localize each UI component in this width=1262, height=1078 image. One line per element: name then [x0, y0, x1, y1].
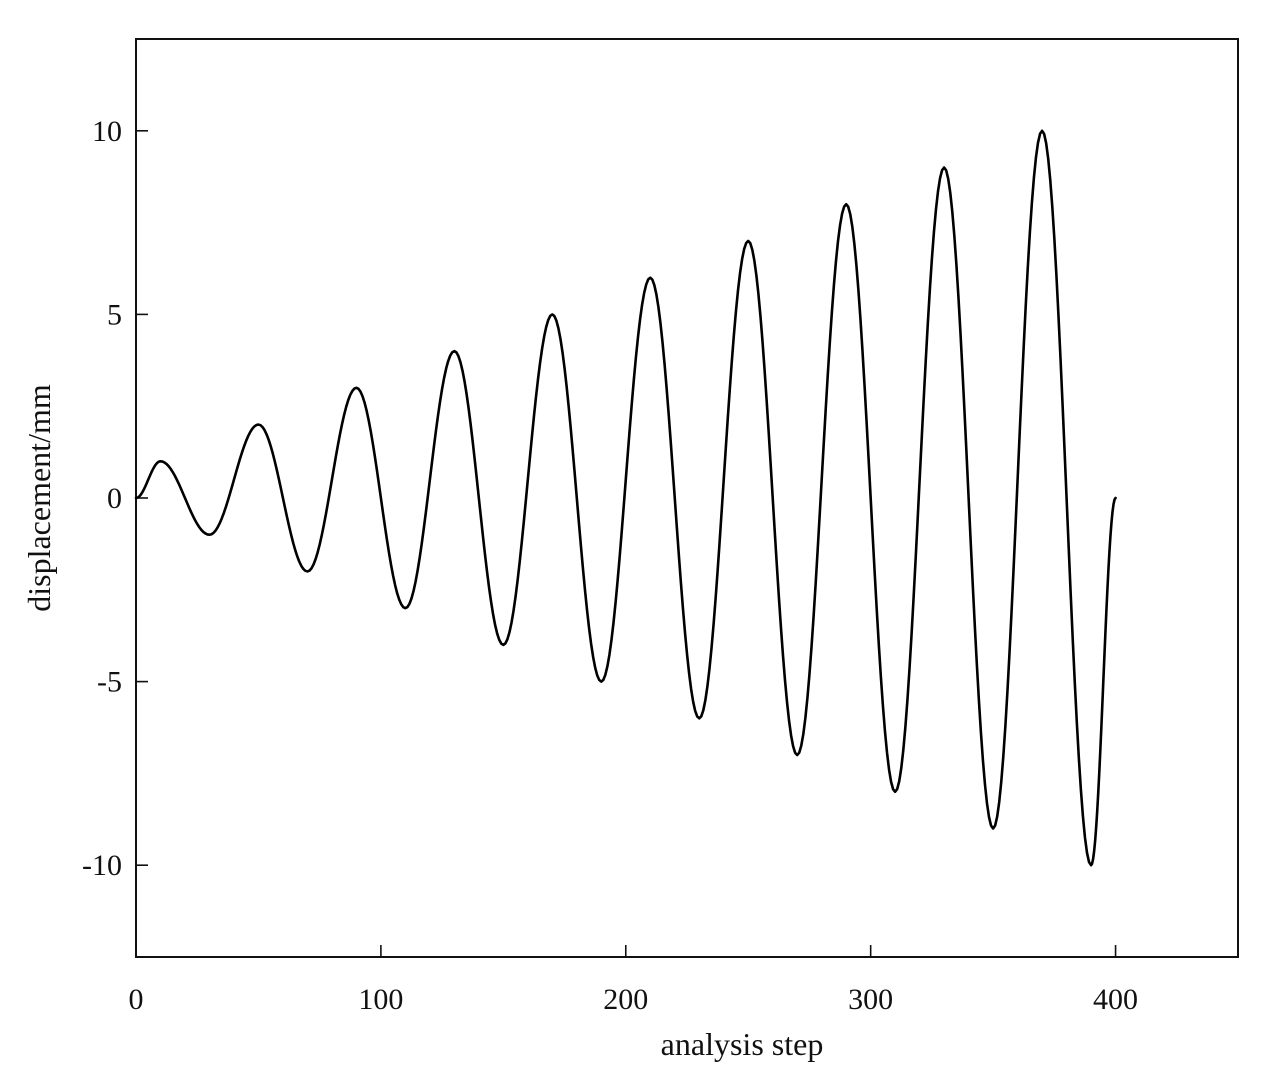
y-tick-label: -5 [97, 666, 122, 699]
y-axis-label: displacement/mm [21, 384, 57, 612]
y-tick-label: -10 [82, 849, 122, 882]
x-tick-label: 300 [848, 983, 893, 1016]
x-tick-label: 100 [358, 983, 403, 1016]
series-line [134, 129, 1117, 867]
x-tick-label: 400 [1093, 983, 1138, 1016]
x-axis-ticks: 0 100 200 300 400 [129, 945, 1138, 1016]
plot-frame [135, 38, 1239, 958]
x-axis-label: analysis step [661, 1026, 824, 1062]
y-axis-ticks: -10 -5 0 5 10 [82, 115, 148, 882]
y-tick-label: 5 [107, 298, 122, 331]
y-tick-label: 10 [92, 115, 122, 148]
x-tick-label: 0 [129, 983, 144, 1016]
y-tick-label: 0 [107, 482, 122, 515]
x-tick-label: 200 [603, 983, 648, 1016]
